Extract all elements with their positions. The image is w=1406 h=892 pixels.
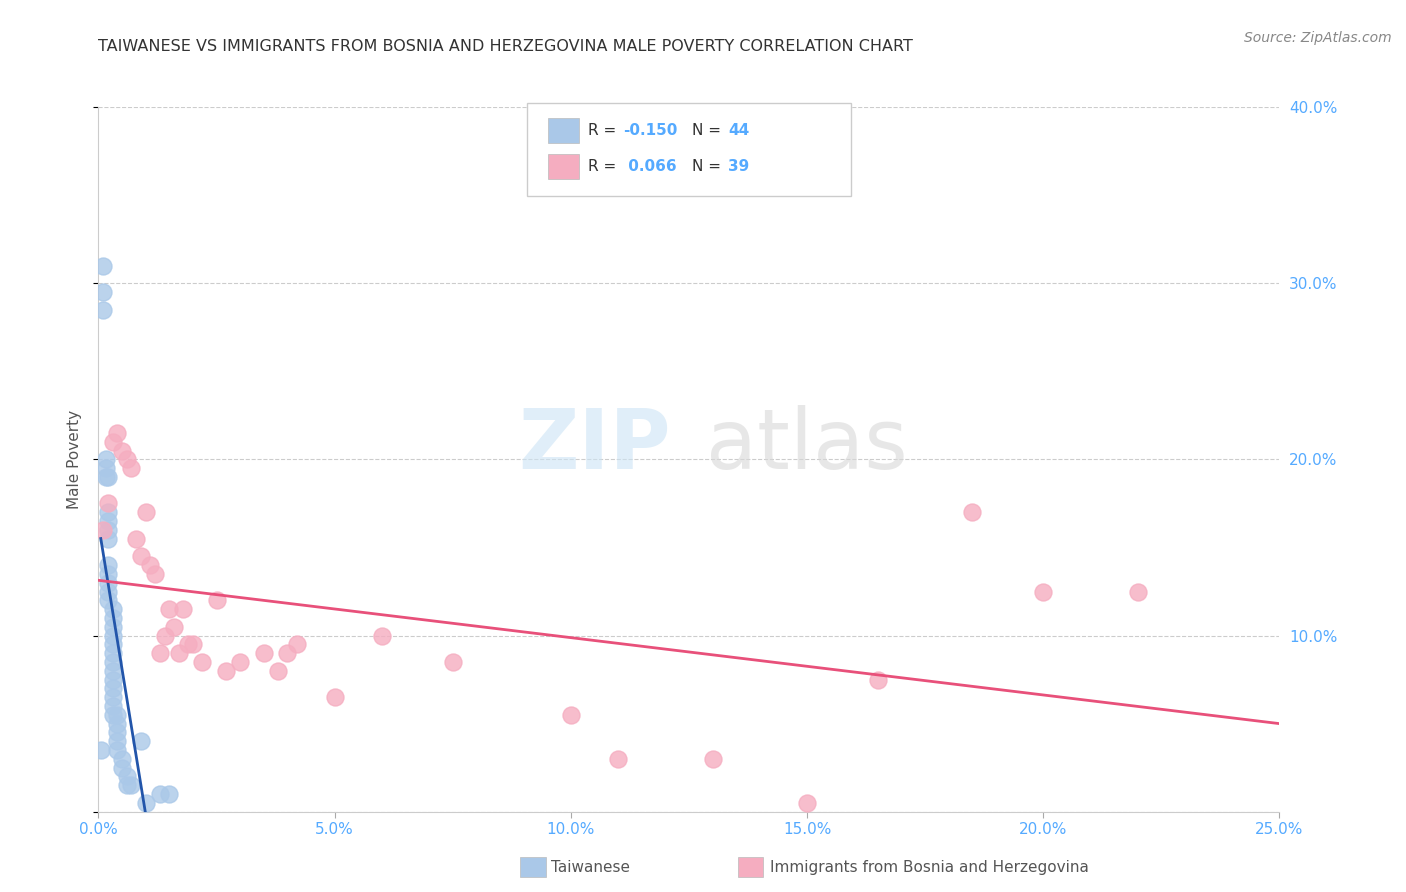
Point (135, 796, 157, 810)
Point (139, 558, 162, 573)
Text: N =: N = (692, 160, 725, 174)
Point (229, 655, 252, 669)
Text: 39: 39 (728, 160, 749, 174)
Point (149, 787, 172, 801)
Point (101, 681, 124, 696)
Point (101, 611, 124, 625)
Point (97, 505, 120, 519)
Point (101, 646, 124, 660)
Text: -0.150: -0.150 (623, 123, 678, 137)
Point (153, 628, 176, 642)
Point (157, 602, 180, 616)
Text: TAIWANESE VS IMMIGRANTS FROM BOSNIA AND HERZEGOVINA MALE POVERTY CORRELATION CHA: TAIWANESE VS IMMIGRANTS FROM BOSNIA AND … (98, 38, 914, 54)
Point (111, 752, 134, 766)
Point (94, 461, 117, 475)
Point (105, 734, 128, 748)
Point (129, 549, 152, 564)
Point (115, 452, 138, 467)
Point (111, 443, 134, 458)
Point (101, 637, 124, 651)
Point (91, 285, 114, 299)
Point (97, 575, 120, 590)
Point (962, 505, 984, 519)
Point (90, 743, 112, 757)
Y-axis label: Male Poverty: Male Poverty (67, 409, 83, 509)
Point (94, 452, 117, 467)
Text: Immigrants from Bosnia and Herzegovina: Immigrants from Bosnia and Herzegovina (770, 860, 1090, 874)
Point (97, 514, 120, 528)
Point (91, 259, 114, 273)
Text: Source: ZipAtlas.com: Source: ZipAtlas.com (1244, 31, 1392, 45)
Point (796, 796, 818, 810)
Point (1032, 584, 1054, 599)
Point (97, 470, 120, 484)
Point (441, 655, 464, 669)
Point (125, 532, 148, 546)
Point (101, 699, 124, 714)
Point (97, 593, 120, 607)
Point (866, 673, 889, 687)
Point (97, 566, 120, 581)
Point (97, 496, 120, 510)
Point (323, 690, 346, 705)
Text: R =: R = (588, 123, 621, 137)
Point (215, 664, 238, 678)
Text: R =: R = (588, 160, 621, 174)
Point (135, 505, 157, 519)
Point (149, 646, 172, 660)
Point (101, 673, 124, 687)
Point (97, 584, 120, 599)
Point (101, 628, 124, 642)
Point (111, 761, 134, 775)
Point (560, 707, 582, 722)
Point (702, 752, 724, 766)
Point (276, 646, 298, 660)
Point (1126, 584, 1149, 599)
Point (167, 646, 190, 660)
Point (267, 664, 290, 678)
Point (101, 655, 124, 669)
Text: N =: N = (692, 123, 725, 137)
Point (101, 434, 124, 449)
Point (101, 690, 124, 705)
Point (371, 628, 394, 642)
Text: ZIP: ZIP (519, 405, 671, 486)
Point (285, 637, 308, 651)
Point (115, 769, 138, 784)
Point (91, 523, 114, 537)
Point (97, 523, 120, 537)
Point (101, 602, 124, 616)
Text: 44: 44 (728, 123, 749, 137)
Point (105, 725, 128, 739)
Point (91, 302, 114, 317)
Point (101, 664, 124, 678)
Point (157, 787, 180, 801)
Point (115, 778, 138, 792)
Point (607, 752, 630, 766)
Point (94, 470, 117, 484)
Point (121, 461, 143, 475)
Point (191, 655, 214, 669)
Point (143, 566, 166, 581)
Point (177, 637, 200, 651)
Text: 0.066: 0.066 (623, 160, 676, 174)
Point (105, 707, 128, 722)
Point (97, 532, 120, 546)
Point (101, 707, 124, 722)
Point (101, 620, 124, 634)
Text: atlas: atlas (706, 405, 908, 486)
Point (97, 558, 120, 573)
Point (205, 593, 228, 607)
Text: Taiwanese: Taiwanese (551, 860, 630, 874)
Point (172, 602, 194, 616)
Point (121, 778, 143, 792)
Point (129, 734, 152, 748)
Point (105, 425, 128, 440)
Point (181, 637, 204, 651)
Point (105, 716, 128, 731)
Point (105, 743, 128, 757)
Point (253, 646, 276, 660)
Point (163, 620, 186, 634)
